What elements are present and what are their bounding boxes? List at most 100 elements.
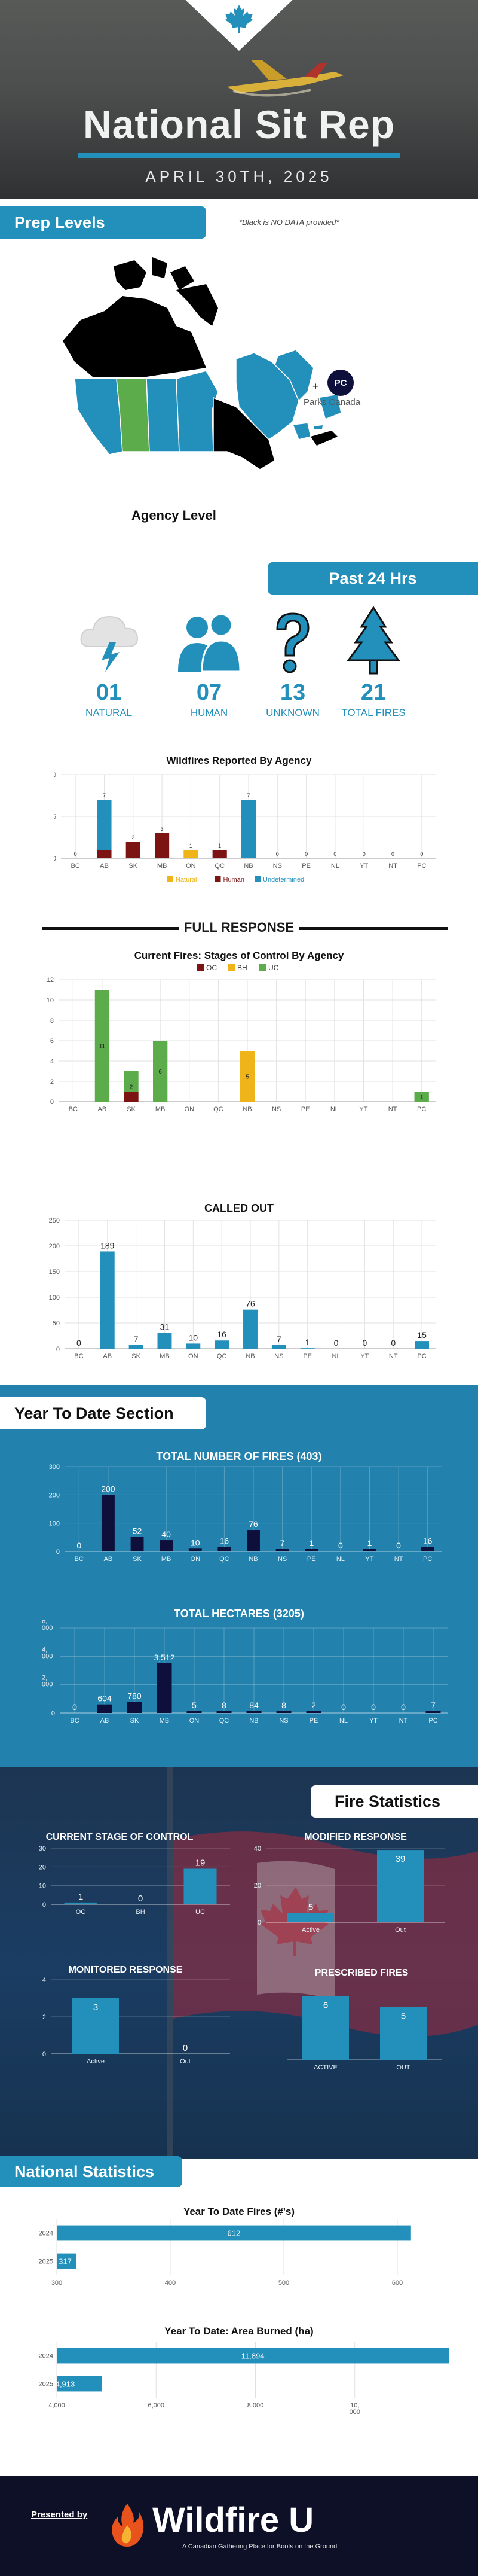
bar-value-label: 1 — [420, 1095, 424, 1101]
x-tick-label: MB — [160, 1353, 170, 1360]
bar-value-label: 0 — [76, 1338, 81, 1348]
title-underline — [78, 153, 400, 158]
map-pe — [314, 425, 323, 429]
map-mb — [176, 370, 219, 452]
bar-value-label: 7 — [134, 1334, 139, 1344]
map-on — [213, 397, 275, 470]
bar — [101, 1495, 115, 1551]
bar-value-label: 0 — [362, 1338, 367, 1348]
x-tick-label: NL — [332, 1353, 341, 1360]
bar — [275, 1549, 289, 1551]
ytd-total-hectares-chart: 02,0004,0006,000BC0AB604SK780MB3,512ON5Q… — [42, 1620, 448, 1724]
bar-value-label: 8 — [222, 1700, 226, 1710]
bar-value-label: 3 — [93, 2002, 98, 2013]
map-bc — [74, 378, 123, 455]
y-tick-label: 100 — [49, 1520, 60, 1528]
x-tick-label: NL — [336, 1556, 345, 1563]
x-tick-label: QC — [217, 1353, 227, 1360]
bar-human — [155, 833, 170, 858]
bar-value-label: 76 — [246, 1299, 255, 1309]
x-tick-label: SK — [127, 1106, 136, 1113]
x-tick-label: QC — [219, 1717, 229, 1724]
chart-title-prescribed-fires: PRESCRIBED FIRES — [314, 1968, 409, 1978]
bar-value-label: 612 — [228, 2229, 241, 2238]
x-tick-label: AB — [103, 1353, 112, 1360]
bar-value-label: 1 — [218, 843, 221, 849]
bar-undetermined — [241, 800, 256, 858]
map-newfoundland — [320, 395, 341, 419]
x-tick-label: NT — [399, 1717, 408, 1724]
chart-title-wildfires-by-agency: Wildfires Reported By Agency — [166, 755, 312, 766]
bar — [160, 1540, 173, 1551]
y-tick-label: 20 — [254, 1882, 261, 1889]
presented-by-label: Presented by — [31, 2510, 88, 2520]
year-to-date-section — [0, 1385, 478, 1767]
bar-value-label: 5 — [192, 1700, 197, 1710]
bar-value-label: 0 — [371, 1702, 376, 1712]
bar — [300, 1348, 315, 1349]
question-mark-icon — [276, 612, 310, 673]
y-tick-label: 0 — [50, 1099, 54, 1106]
human-count: 07 — [196, 680, 222, 705]
x-tick-label: PC — [417, 1106, 426, 1113]
modified-response-chart: 0 20 40 Active 5 Out 39 — [254, 1845, 445, 1934]
bar — [188, 1548, 202, 1551]
bar-human — [125, 842, 140, 858]
natural-count: 01 — [96, 680, 122, 705]
bar-uc — [94, 990, 110, 1102]
legend-label: BH — [237, 964, 247, 972]
bar-natural — [183, 850, 198, 858]
bar-value-label: 16 — [217, 1330, 226, 1339]
x-tick-label: Active — [302, 1926, 320, 1934]
y-tick-label: 100 — [49, 1294, 60, 1301]
bar-value-label: 0 — [391, 1338, 396, 1348]
bar-value-label: 5 — [246, 1074, 249, 1081]
report-date: APRIL 30TH, 2025 — [145, 167, 333, 185]
chart-title-monitored-response: MONITORED RESPONSE — [68, 1965, 183, 1975]
x-tick-label: MB — [160, 1717, 170, 1724]
stages-of-control-chart: OC BH UC 0 2 4 6 8 10 12 BC AB 11 SK 2 MB 6 ON QC NB 5 NS PE NL… — [47, 964, 436, 1113]
bar-value-label: 0 — [338, 1541, 343, 1550]
called-out-chart: 050100150200250BC0AB189SK7MB31ON10QC16NB… — [49, 1217, 436, 1360]
bar-value-label: 0 — [401, 1702, 406, 1712]
x-tick-label: NB — [246, 1353, 255, 1360]
y-tick-label: 20 — [39, 1864, 46, 1871]
x-tick-label: NT — [389, 1353, 398, 1360]
x-tick-label: ON — [189, 1717, 200, 1724]
x-tick-label: NT — [394, 1556, 403, 1563]
x-tick-label: SK — [130, 1717, 139, 1724]
bar-value-label: 0 — [341, 1702, 346, 1712]
bar-value-label: 5 — [401, 2011, 406, 2021]
bar — [363, 1549, 376, 1551]
x-tick-label: UC — [195, 1909, 205, 1916]
national-statistics-heading: National Statistics — [0, 2156, 182, 2187]
x-tick-label: YT — [359, 1106, 367, 1113]
water-bomber-plane-icon — [227, 60, 344, 97]
x-tick-label: 4,000 — [48, 2402, 65, 2409]
year-to-date-heading: Year To Date Section — [0, 1397, 206, 1429]
x-tick-label: QC — [219, 1556, 229, 1563]
human-label: HUMAN — [190, 707, 228, 718]
y-tick-label: 0 — [56, 1346, 60, 1353]
bar-value-label: 0 — [334, 1338, 339, 1348]
bar-value-label: 0 — [183, 2043, 188, 2053]
x-tick-label: NL — [330, 1106, 339, 1113]
x-tick-label: YT — [365, 1556, 373, 1563]
bar — [183, 1868, 217, 1904]
footer-tagline: A Canadian Gathering Place for Boots on … — [182, 2543, 338, 2550]
prescribed-fires-chart: ACTIVE 6 OUT 5 — [287, 1996, 442, 2071]
y-tick-label: 30 — [39, 1845, 46, 1852]
wildfires-by-agency-chart: 0 5 10 BC 0 AB 7 SK 2 MB 3 ON 1 QC 1 NB 7 NS 0 PE 0 NL 0 YT 0 NT 0… — [54, 772, 436, 883]
x-tick-label: MB — [157, 862, 167, 870]
bar-value-label: 2 — [130, 1084, 133, 1091]
bar-value-label: 4,913 — [56, 2380, 75, 2389]
x-tick-label: 500 — [278, 2279, 289, 2287]
bar-value-label: 0 — [363, 851, 366, 857]
bar-value-label: 1 — [189, 843, 192, 849]
x-tick-label: NS — [273, 862, 282, 870]
full-response-heading: FULL RESPONSE — [183, 920, 295, 935]
footer-brand: Wildfire U — [152, 2501, 314, 2540]
header-banner: National Sit Rep APRIL 30TH, 2025 — [0, 0, 478, 199]
y-tick-label: 0 — [42, 1901, 46, 1909]
bar-bh — [240, 1051, 255, 1102]
